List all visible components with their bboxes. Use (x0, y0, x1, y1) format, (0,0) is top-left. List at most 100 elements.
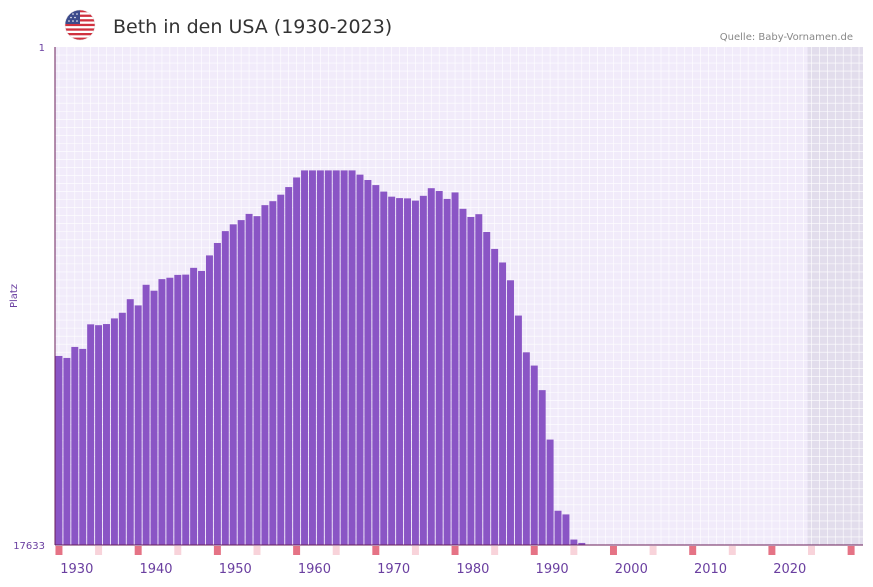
period-marker-1958 (293, 546, 301, 555)
bar-1937 (126, 299, 134, 545)
y-tick-top: 1 (39, 43, 45, 54)
bar-1957 (285, 187, 293, 545)
us-flag-icon (64, 9, 96, 41)
bar-1992 (562, 514, 570, 545)
bar-1954 (261, 205, 269, 545)
bar-1949 (221, 231, 229, 545)
bar-1974 (419, 195, 427, 545)
x-tick-1990: 1990 (536, 562, 569, 577)
x-tick-1940: 1940 (139, 562, 172, 577)
x-tick-1980: 1980 (456, 562, 489, 577)
period-marker-2013 (728, 546, 736, 555)
period-marker-2023 (808, 546, 815, 555)
bar-1975 (427, 188, 435, 545)
bar-1990 (546, 439, 554, 545)
bar-1969 (380, 191, 388, 546)
bar-1928 (55, 355, 63, 545)
y-axis-label: Platz (9, 284, 20, 308)
bars (55, 170, 586, 546)
period-marker-1948 (213, 546, 221, 555)
period-marker-1938 (134, 546, 142, 555)
bar-1986 (514, 315, 522, 545)
bar-1938 (134, 305, 142, 545)
period-marker-1968 (372, 546, 380, 555)
bar-1988 (530, 365, 538, 545)
bar-1991 (554, 510, 562, 545)
period-marker-1933 (95, 546, 103, 555)
bar-1935 (110, 318, 118, 545)
bar-1953 (253, 216, 261, 545)
bar-1983 (491, 248, 499, 545)
bar-1946 (198, 270, 206, 545)
period-marker-2003 (649, 546, 657, 555)
bar-1931 (79, 348, 87, 545)
chart-title: Beth in den USA (1930-2023) (113, 16, 392, 38)
bar-1965 (348, 170, 356, 545)
bar-1963 (332, 170, 340, 545)
bar-1989 (538, 390, 546, 545)
period-marker-1963 (332, 546, 340, 555)
bar-1968 (372, 185, 380, 545)
bar-1929 (63, 357, 71, 545)
x-tick-1970: 1970 (377, 562, 410, 577)
bar-1971 (396, 198, 404, 545)
bar-1958 (293, 177, 301, 545)
bar-1993 (570, 539, 578, 545)
period-marker-2018 (768, 546, 776, 555)
bar-1984 (499, 262, 507, 545)
period-marker-1988 (530, 546, 538, 555)
x-tick-1930: 1930 (60, 562, 93, 577)
x-ticks: 1930 1940 1950 1960 1970 1980 1990 2000 2010 2020 (60, 562, 806, 577)
bar-1939 (142, 284, 150, 545)
period-marker-1983 (491, 546, 499, 555)
period-marker-2008 (689, 546, 697, 555)
bar-1936 (118, 312, 126, 545)
bar-1973 (411, 200, 419, 545)
bar-1982 (483, 231, 491, 545)
bar-1934 (103, 324, 110, 545)
period-marker-2028 (847, 546, 855, 555)
bar-1948 (213, 242, 221, 545)
bar-1972 (404, 198, 411, 545)
bar-1941 (158, 279, 166, 545)
bar-1951 (237, 220, 245, 545)
period-marker-1973 (411, 546, 419, 555)
x-tick-2020: 2020 (773, 562, 806, 577)
bar-1943 (174, 274, 182, 545)
bar-1976 (435, 191, 443, 546)
bar-1964 (340, 170, 348, 545)
x-tick-2000: 2000 (615, 562, 648, 577)
period-marker-1928 (55, 546, 63, 555)
y-tick-bottom: 17633 (13, 541, 45, 552)
x-tick-2010: 2010 (694, 562, 727, 577)
bar-1966 (356, 174, 364, 545)
bar-1932 (87, 324, 95, 545)
bar-1961 (316, 170, 324, 545)
bar-1940 (150, 290, 158, 545)
bar-1978 (451, 192, 459, 545)
bar-1950 (229, 224, 237, 545)
bar-1945 (190, 267, 198, 545)
bar-1947 (205, 255, 213, 546)
header: Beth in den USA (1930-2023) Quelle: Baby… (64, 9, 853, 43)
bar-1970 (388, 196, 396, 545)
period-marker-1978 (451, 546, 459, 555)
bar-1959 (301, 170, 309, 545)
bar-1981 (475, 214, 483, 546)
x-tick-1950: 1950 (219, 562, 252, 577)
bar-1980 (467, 217, 475, 545)
x-tick-1960: 1960 (298, 562, 331, 577)
bar-1979 (459, 208, 467, 545)
bar-1942 (166, 277, 174, 545)
bar-1930 (71, 346, 79, 545)
period-marker-1998 (609, 546, 617, 555)
bar-1994 (578, 542, 586, 545)
bar-1960 (308, 170, 316, 545)
bar-1944 (182, 274, 190, 545)
period-marker-1943 (174, 546, 182, 555)
bar-1987 (522, 352, 530, 545)
bar-1967 (364, 180, 372, 546)
period-marker-1993 (570, 546, 578, 555)
period-markers (55, 546, 855, 555)
